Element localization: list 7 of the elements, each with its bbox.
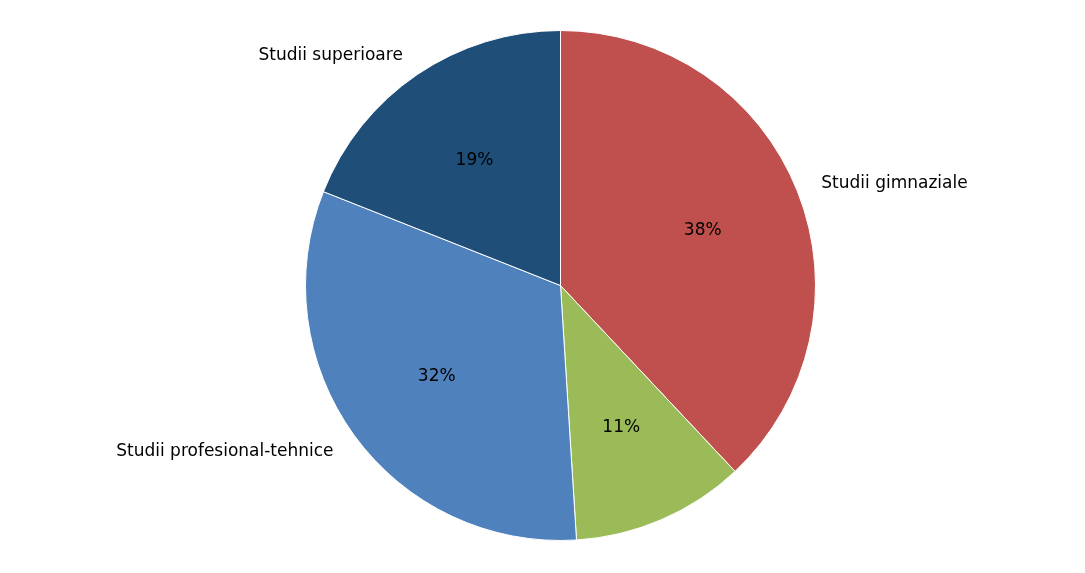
data-label: 19%: [455, 148, 494, 169]
data-label: 32%: [417, 365, 456, 386]
slice-label: Studii gimnaziale: [821, 172, 968, 193]
data-label: 11%: [602, 415, 641, 436]
slice-label: Studii profesional-tehnice: [116, 440, 334, 461]
data-label: 38%: [683, 219, 722, 240]
slice-label: Studii superioare: [258, 43, 403, 64]
